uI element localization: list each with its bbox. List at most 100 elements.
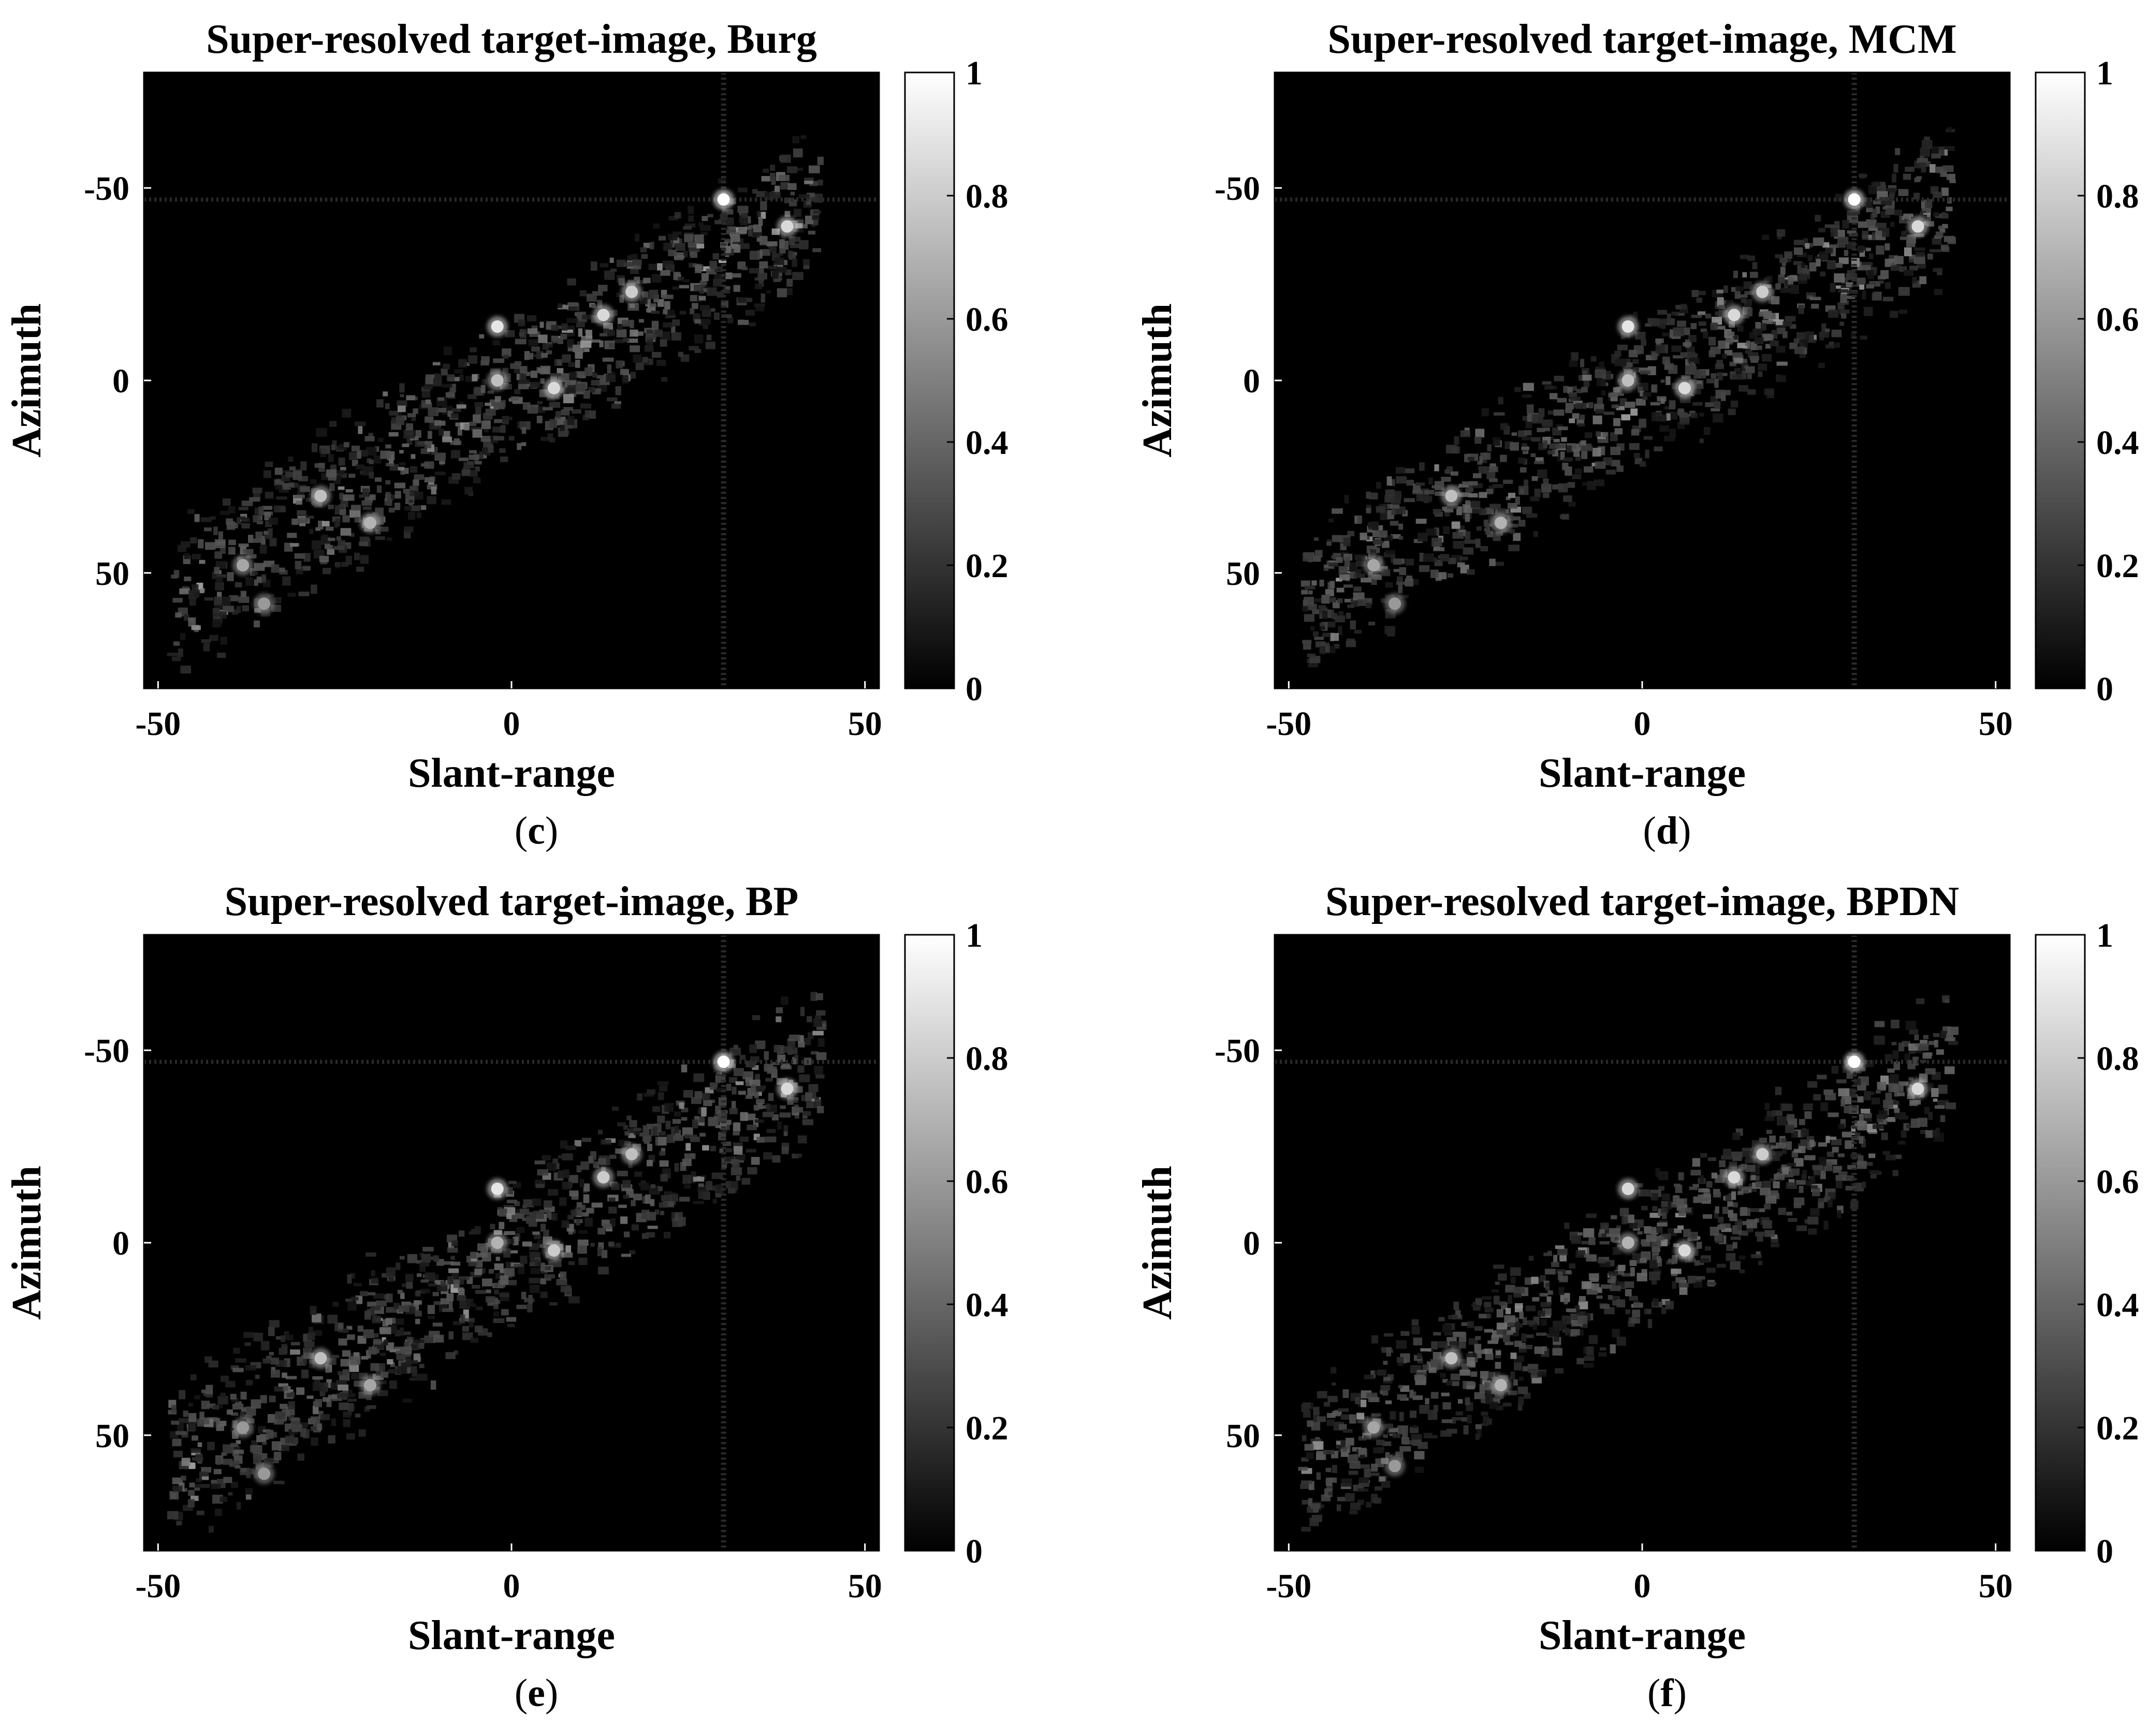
speckle [1532,414,1543,424]
speckle [1424,490,1435,495]
speckle [1527,1364,1538,1369]
speckle [633,331,644,336]
speckle [1835,285,1843,289]
speckle [1383,1333,1394,1337]
speckle [407,413,416,418]
speckle [1866,284,1874,289]
speckle [264,531,269,535]
speckle [1376,482,1381,489]
speckle [1836,1079,1847,1084]
speckle [474,461,482,465]
speckle [258,506,264,516]
speckle [617,1170,628,1176]
speckle [562,1153,573,1160]
speckle [1831,1065,1839,1074]
speckle [1844,1106,1852,1113]
speckle [1762,234,1770,240]
speckle [1549,443,1559,449]
speckle [520,366,528,374]
speckle [1732,1157,1742,1161]
speckle [204,597,213,601]
speckle [1837,237,1849,245]
speckle [216,1457,221,1465]
target-speckle [1301,127,1956,668]
speckle [1743,1189,1749,1194]
speckle [181,1475,186,1481]
speckle [1444,1332,1453,1336]
speckle [413,1353,420,1362]
speckle [642,357,649,363]
speckle [1397,1425,1408,1435]
speckle [389,1325,397,1334]
speckle [1897,1141,1906,1145]
speckle [416,1273,422,1277]
speckle [1298,1466,1308,1471]
speckle [1822,242,1830,248]
speckle [1839,321,1845,326]
speckle [561,323,568,331]
speckle [1650,1227,1657,1234]
speckle [805,1092,812,1102]
speckle [1371,579,1377,585]
speckle [1450,471,1458,476]
speckle [407,1254,417,1263]
speckle [569,1190,579,1197]
speckle [399,1256,405,1260]
speckle [252,538,263,543]
speckle [1312,1441,1324,1450]
speckle [311,1437,318,1446]
speckle [406,395,416,401]
speckle [1522,436,1532,440]
speckle [522,402,531,410]
speckle [806,1101,814,1108]
speckle [1433,547,1445,551]
speckle [1476,526,1482,531]
speckle [1786,1182,1797,1189]
speckle [1442,1324,1452,1332]
speckle [500,456,508,462]
bright-scatterer [1728,1171,1741,1184]
speckle [1770,340,1779,347]
speckle [253,1332,264,1342]
speckle [715,1189,722,1198]
speckle [1396,581,1407,585]
speckle [1368,571,1373,579]
speckle [1454,436,1459,445]
speckle [416,1373,428,1381]
speckle [230,1365,239,1370]
speckle [1818,1142,1827,1147]
speckle [1306,1452,1314,1459]
speckle [388,507,395,513]
speckle [671,1212,676,1222]
speckle [1810,1208,1820,1216]
speckle [1433,557,1437,562]
speckle [1339,1424,1347,1430]
speckle [326,1399,332,1407]
speckle [668,249,677,256]
speckle [1385,1400,1392,1404]
bright-scatterer [1756,285,1769,298]
speckle [399,1327,404,1336]
speckle [1336,587,1345,593]
speckle [190,1374,197,1380]
speckle [1380,1385,1391,1391]
speckle [388,495,394,501]
speckle [1601,390,1606,396]
speckle [300,1428,306,1437]
speckle [381,1371,389,1378]
speckle [551,335,559,342]
speckle [1371,1335,1379,1344]
speckle [1857,277,1865,287]
speckle [745,1113,756,1121]
speckle [1549,393,1558,400]
speckle [1544,1350,1549,1355]
speckle [718,218,725,224]
speckle [445,1280,450,1289]
speckle [1691,380,1702,386]
speckle [1940,244,1949,251]
speckle [1366,1502,1371,1508]
speckle [728,1077,738,1083]
speckle [1336,557,1343,563]
speckle [1730,1261,1741,1270]
speckle [1850,1154,1862,1158]
